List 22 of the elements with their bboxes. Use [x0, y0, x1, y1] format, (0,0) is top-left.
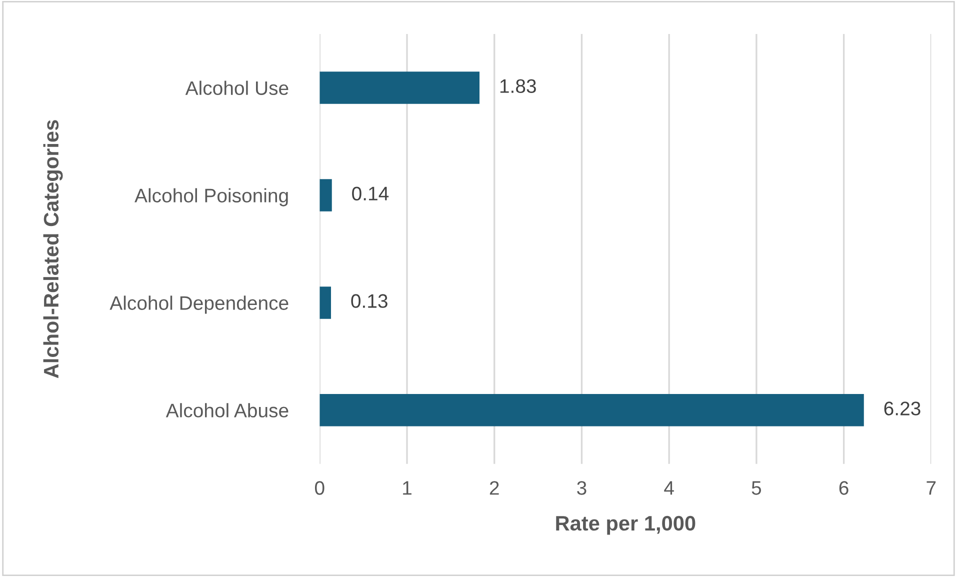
y-tick-label: Alcohol Use	[185, 80, 288, 96]
x-tick-label: 7	[926, 481, 936, 495]
data-label: 0.13	[351, 294, 388, 308]
y-tick-label: Alcohol Poisoning	[134, 188, 288, 206]
data-label: 0.14	[352, 186, 389, 200]
y-tick-label: Alcohol Abuse	[166, 403, 288, 418]
data-label: 1.83	[500, 79, 536, 93]
y-axis-title: Alchol-Related Categories	[43, 120, 63, 378]
bar	[320, 286, 331, 319]
x-tick-label: 1	[403, 481, 412, 495]
x-tick-label: 5	[752, 481, 762, 495]
data-label: 6.23	[884, 402, 920, 416]
x-axis-title: Rate per 1,000	[556, 516, 696, 535]
x-tick-label: 6	[839, 481, 848, 495]
bar	[320, 179, 332, 212]
y-tick-label: Alcohol Dependence	[110, 296, 288, 314]
x-tick-label: 0	[314, 481, 324, 495]
bar	[320, 72, 480, 104]
x-tick-label: 3	[577, 481, 586, 495]
x-tick-label: 4	[664, 481, 674, 495]
x-tick-label: 2	[490, 481, 499, 495]
bar	[320, 394, 864, 426]
